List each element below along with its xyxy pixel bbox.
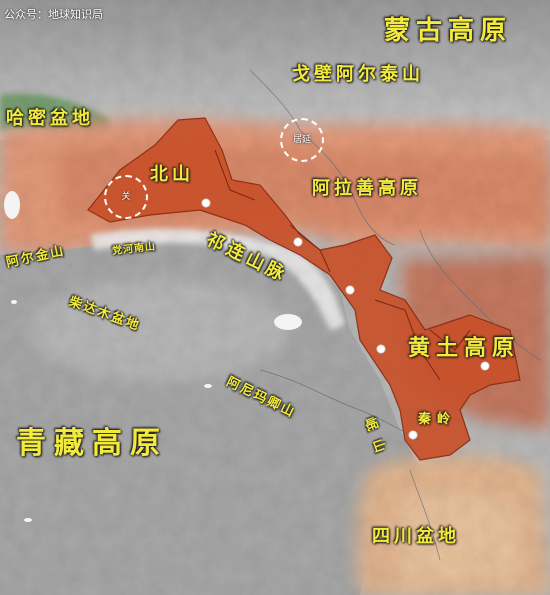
pass-marker-east: 居延 (280, 118, 324, 162)
label-hami-basin: 哈密盆地 (6, 108, 94, 129)
border-4 (429, 329, 471, 351)
river-3 (419, 229, 541, 361)
lake-small-3 (11, 300, 17, 304)
city-dot (408, 430, 418, 440)
pass-marker-west: 关 (104, 175, 148, 219)
lake-qinghai (274, 314, 302, 330)
border-1 (214, 149, 256, 201)
label-alxa-plateau: 阿拉善高原 (312, 178, 422, 199)
hexi-corridor (87, 117, 521, 461)
label-qinghai-tibet-plateau: 青藏高原 (16, 426, 168, 461)
border-2 (289, 224, 331, 273)
lake-small-1 (204, 384, 212, 388)
label-qinling: 秦岭 (418, 412, 457, 427)
border-3 (374, 299, 441, 381)
label-beishan: 北山 (150, 164, 194, 185)
river-4 (259, 369, 421, 441)
city-dot (345, 285, 355, 295)
city-dot (376, 344, 386, 354)
city-dot (293, 237, 303, 247)
lake-west (4, 191, 20, 219)
city-dot (480, 361, 490, 371)
watermark: 公众号：地球知识局 (4, 8, 103, 21)
lake-small-2 (24, 518, 32, 522)
label-loess-plateau: 黄土高原 (408, 336, 521, 361)
label-mongolia-plateau-a: 蒙古高原 (384, 16, 513, 46)
city-dot (201, 198, 211, 208)
label-sichuan-basin: 四川盆地 (372, 526, 460, 547)
label-gobi-altai: 戈壁阿尔泰山 (292, 64, 424, 85)
river-5 (409, 469, 441, 561)
